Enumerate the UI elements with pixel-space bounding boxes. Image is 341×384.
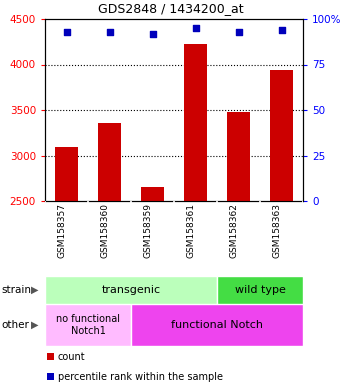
Bar <box>45 276 217 304</box>
Point <box>193 25 198 31</box>
Text: transgenic: transgenic <box>101 285 161 295</box>
Text: ▶: ▶ <box>31 285 39 295</box>
Bar <box>184 43 207 201</box>
Text: GSM158361: GSM158361 <box>187 203 195 258</box>
Text: strain: strain <box>2 285 32 295</box>
Text: wild type: wild type <box>235 285 285 295</box>
Point <box>150 30 155 36</box>
Bar <box>47 373 54 380</box>
Text: percentile rank within the sample: percentile rank within the sample <box>58 372 223 382</box>
Text: ▶: ▶ <box>31 320 39 330</box>
Bar <box>270 70 293 201</box>
Text: GSM158357: GSM158357 <box>58 203 66 258</box>
Bar <box>131 304 303 346</box>
Bar <box>47 353 54 361</box>
Bar <box>55 147 78 201</box>
Point <box>107 29 112 35</box>
Text: GSM158359: GSM158359 <box>144 203 152 258</box>
Text: count: count <box>58 352 86 362</box>
Bar <box>45 304 131 346</box>
Text: no functional
Notch1: no functional Notch1 <box>56 314 120 336</box>
Text: other: other <box>2 320 30 330</box>
Point <box>279 27 284 33</box>
Bar <box>141 187 164 201</box>
Text: GSM158362: GSM158362 <box>229 203 238 258</box>
Text: GDS2848 / 1434200_at: GDS2848 / 1434200_at <box>98 2 243 15</box>
Point <box>236 29 241 35</box>
Bar <box>98 123 121 201</box>
Point <box>64 29 69 35</box>
Text: functional Notch: functional Notch <box>171 320 263 330</box>
Text: GSM158360: GSM158360 <box>101 203 109 258</box>
Bar <box>227 112 250 201</box>
Text: GSM158363: GSM158363 <box>272 203 282 258</box>
Bar <box>217 276 303 304</box>
